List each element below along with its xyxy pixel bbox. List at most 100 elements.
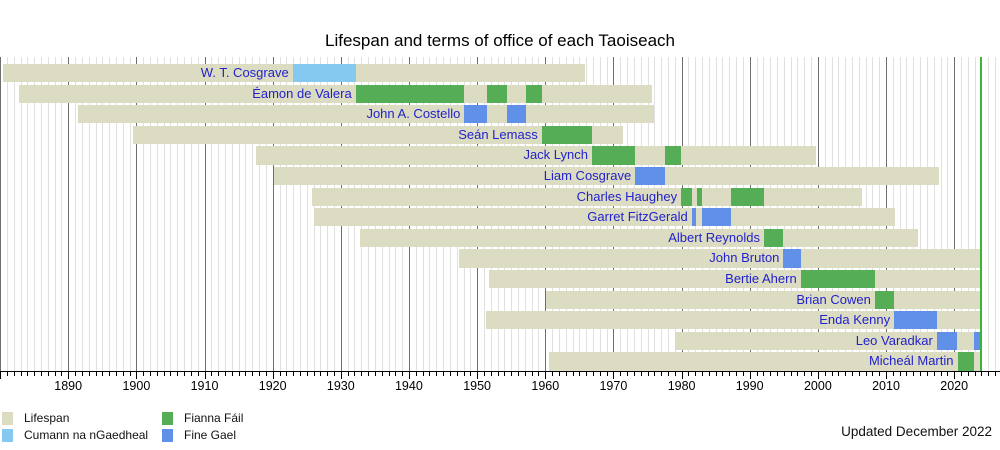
axis-tick-label: 1970 [599,379,628,393]
axis-tick-minor [995,372,996,376]
axis-tick-minor [988,372,990,376]
term-bar [355,84,465,103]
term-bar [783,249,801,268]
axis-tick-minor [102,372,104,376]
axis-tick-major [817,372,819,379]
axis-tick-minor [695,372,697,376]
axis-tick-minor [197,372,199,376]
axis-tick-minor [265,372,267,376]
person-name-label: Jack Lynch [523,147,588,163]
axis-tick-minor [654,372,656,376]
gridline-minor [995,57,996,371]
axis-tick-major [886,372,887,379]
axis-tick-minor [115,372,117,376]
axis-tick-label: 1940 [394,379,423,393]
gridline-minor [299,57,301,371]
gridline-minor [13,57,15,371]
axis-tick-minor [252,372,254,376]
axis-tick-minor [722,372,724,376]
axis-tick-label: 2010 [872,379,900,393]
lifespan-bar [133,125,623,144]
axis-tick-minor [518,372,519,376]
term-bar [874,290,895,309]
axis-tick-minor [449,372,451,376]
updated-note: Updated December 2022 [841,424,992,439]
gridline-minor [54,57,56,371]
axis-tick-minor [620,372,622,376]
gridline-major [954,57,956,371]
axis-tick-major [340,372,342,379]
axis-tick-minor [647,372,649,376]
axis-tick-minor [627,372,628,376]
term-bar [526,84,542,103]
axis-tick-minor [667,372,669,376]
axis-tick-major [408,372,410,379]
gridline-minor [947,57,949,371]
axis-tick-minor [177,372,179,376]
axis-tick-minor [470,372,472,376]
axis-tick-minor [947,372,949,376]
gridline-minor [129,57,131,371]
axis-tick-major [0,372,1,379]
person-name-label: Seán Lemass [458,126,538,142]
axis-tick-minor [490,372,492,376]
term-bar [764,228,784,247]
gridline-minor [143,57,145,371]
axis-tick-minor [299,372,301,376]
person-name-label: Charles Haughey [576,188,678,204]
axis-tick-minor [20,372,22,376]
axis-tick-major [954,372,956,379]
gridline-minor [184,57,186,371]
axis-tick-minor [688,372,690,376]
legend-item-cumann-na-ngaedheal: Cumann na nGaedheal [2,428,148,442]
gridline-minor [279,57,281,371]
axis-tick-minor [504,372,506,376]
axis-tick-label: 1910 [190,379,219,393]
gridline-minor [940,57,942,371]
axis-tick-minor [511,372,513,376]
term-bar [957,352,975,371]
fianna-fail-swatch [162,411,173,425]
axis-tick-label: 1920 [258,379,287,393]
axis-tick-minor [456,372,458,376]
gridline-minor [156,57,158,371]
axis-tick-minor [163,372,165,376]
axis-tick-minor [851,372,853,376]
axis-tick-minor [422,372,424,376]
axis-tick-minor [763,372,765,376]
axis-tick-minor [729,372,731,376]
axis-tick-minor [593,372,594,376]
axis-tick-minor [708,372,710,376]
gridline-minor [218,57,220,371]
term-bar [541,125,592,144]
axis-tick-minor [497,372,499,376]
axis-tick-minor [797,372,799,376]
legend-item-lifespan: Lifespan [2,411,69,425]
person-name-label: W. T. Cosgrave [200,65,289,80]
legend-label: Fianna Fáil [184,411,244,425]
axis-tick-minor [586,372,588,376]
gridline-minor [967,57,969,371]
axis-tick-minor [436,372,438,376]
axis-tick-minor [933,372,935,376]
axis-tick-label: 1950 [463,379,491,393]
axis-tick-minor [967,372,969,376]
gridline-minor [163,57,165,371]
axis-tick-minor [279,372,281,376]
person-name-label: Enda Kenny [819,312,891,328]
axis-tick-minor [736,372,738,376]
axis-tick-minor [702,372,703,376]
axis-tick-minor [88,372,90,376]
current-date-line [980,57,983,371]
axis-tick-minor [606,372,608,376]
axis-tick-label: 2020 [940,379,969,393]
axis-tick-minor [845,372,847,376]
axis-tick-minor [661,372,663,376]
axis-tick-minor [981,372,983,376]
gridline-minor [933,57,935,371]
gridline-minor [95,57,97,371]
axis-tick-label: 1990 [735,379,764,393]
axis-tick-major [545,372,547,379]
axis-tick-minor [572,372,574,376]
